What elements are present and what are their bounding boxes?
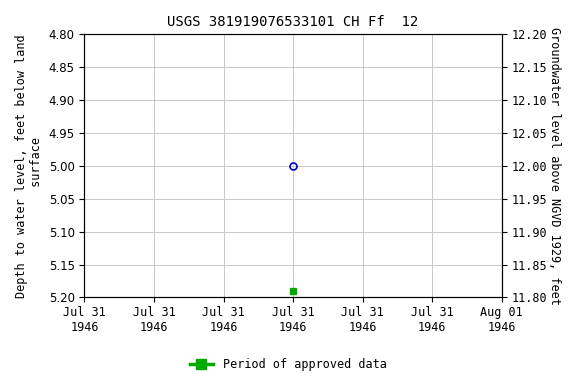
Y-axis label: Depth to water level, feet below land
 surface: Depth to water level, feet below land su… — [15, 34, 43, 298]
Legend: Period of approved data: Period of approved data — [185, 354, 391, 376]
Y-axis label: Groundwater level above NGVD 1929, feet: Groundwater level above NGVD 1929, feet — [548, 27, 561, 305]
Title: USGS 381919076533101 CH Ff  12: USGS 381919076533101 CH Ff 12 — [168, 15, 419, 29]
